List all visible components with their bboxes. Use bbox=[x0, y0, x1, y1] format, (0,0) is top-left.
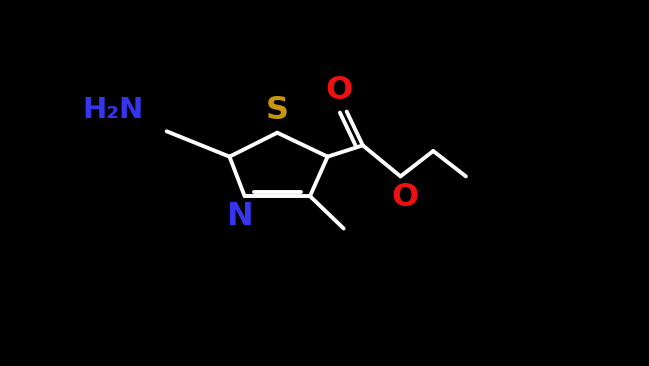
Text: O: O bbox=[391, 182, 418, 213]
Text: S: S bbox=[266, 96, 289, 127]
Text: N: N bbox=[227, 201, 253, 232]
Text: O: O bbox=[326, 75, 353, 107]
Text: H₂N: H₂N bbox=[82, 96, 144, 124]
